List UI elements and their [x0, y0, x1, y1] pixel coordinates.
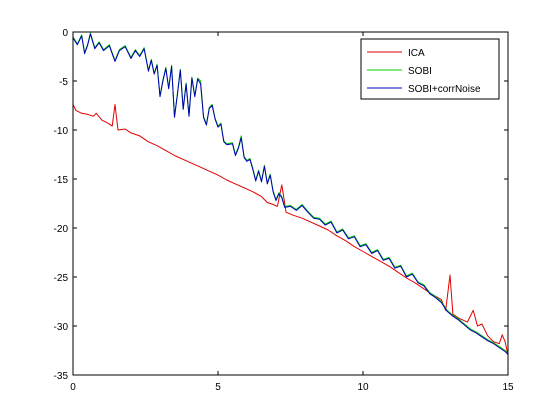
legend: ICA SOBI SOBI+corrNoise [360, 38, 500, 100]
x-tick-label: 15 [502, 382, 514, 393]
axes-frame [72, 31, 509, 376]
series-layer [72, 32, 509, 356]
y-tick-label: -25 [54, 273, 69, 284]
legend-label-ica: ICA [408, 48, 425, 59]
y-tick-label: -15 [54, 175, 69, 186]
series-line-sobi-corrnoise [72, 33, 509, 355]
y-tick-label: -10 [54, 126, 69, 137]
y-tick-label: -20 [54, 224, 69, 235]
y-tick-label: -30 [54, 322, 69, 333]
ticks-layer: 0 5 10 15 0 -5 -10 -15 -20 -25 -30 -35 [54, 28, 514, 393]
y-tick-label: 0 [62, 28, 68, 39]
x-tick-label: 0 [70, 382, 76, 393]
legend-label-sobi: SOBI [408, 66, 432, 77]
y-tick-label: -35 [54, 371, 69, 382]
series-line-ica [72, 104, 509, 356]
x-tick-label: 10 [357, 382, 369, 393]
y-tick-label: -5 [59, 77, 68, 88]
legend-label-sobi-corrnoise: SOBI+corrNoise [408, 84, 481, 95]
x-tick-label: 5 [215, 382, 221, 393]
legend-box [360, 38, 500, 100]
